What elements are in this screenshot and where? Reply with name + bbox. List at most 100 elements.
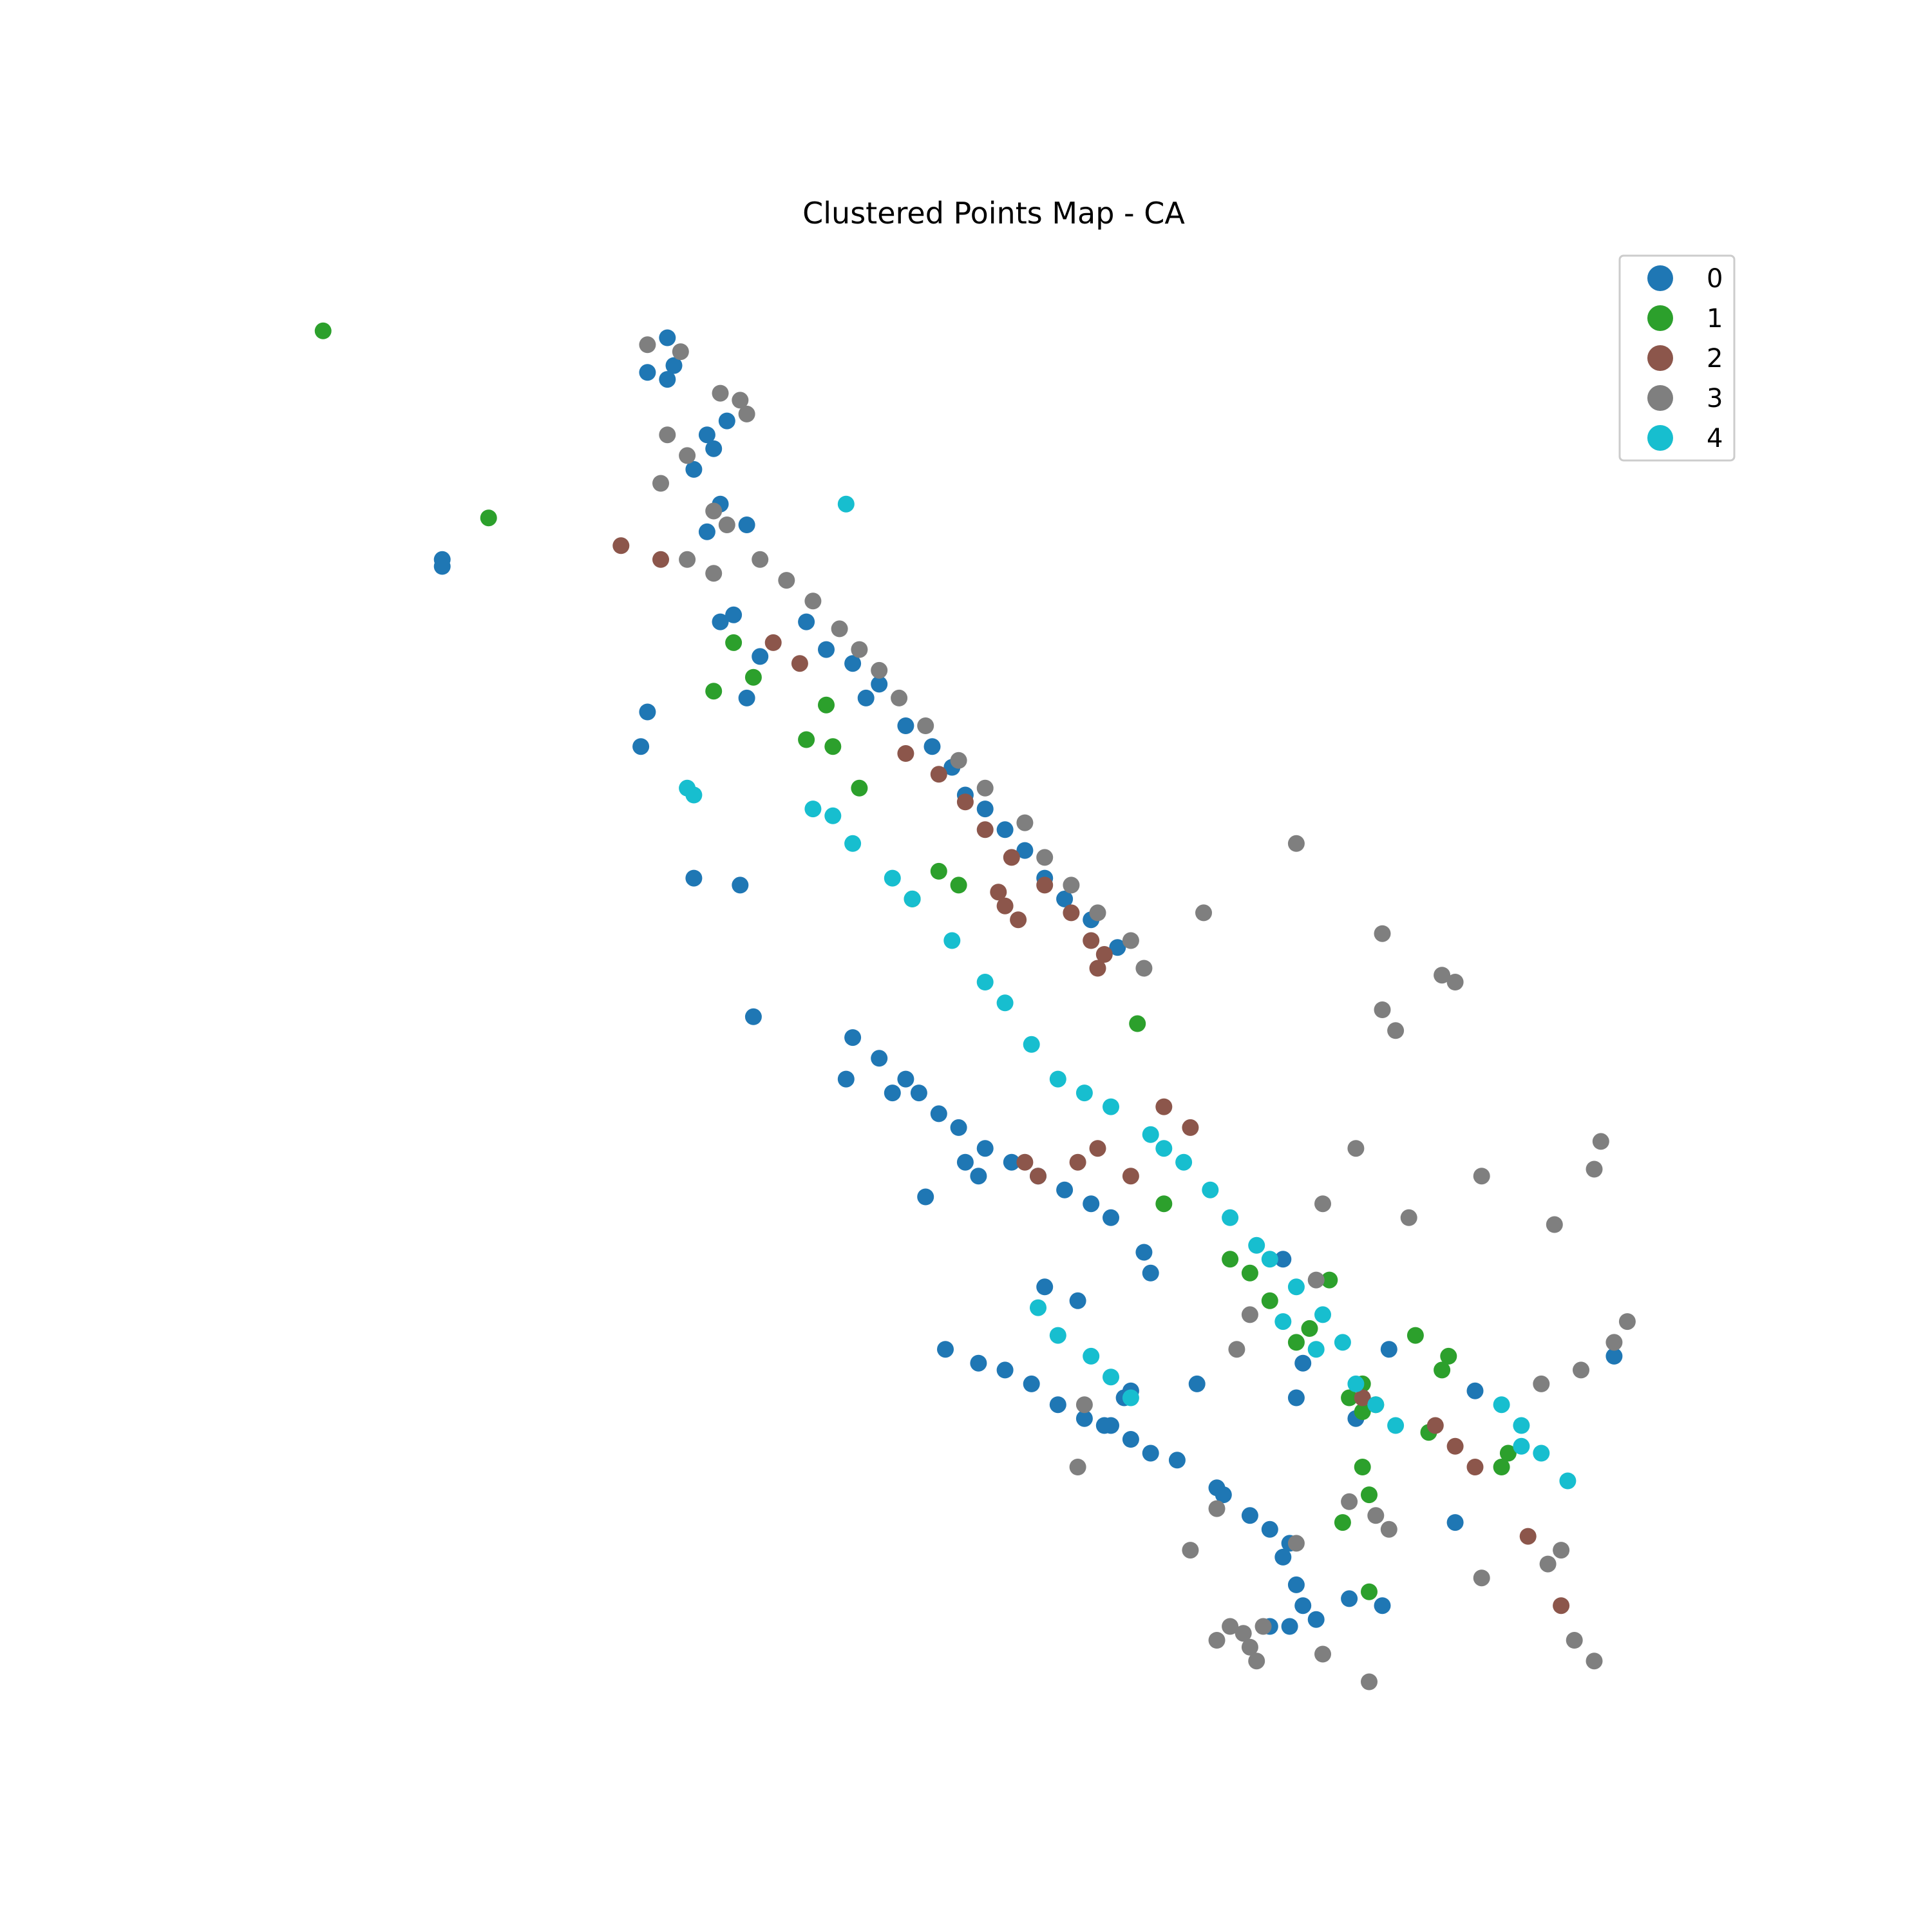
point-cluster-3-55: [1235, 1625, 1252, 1642]
point-cluster-0-68: [1241, 1507, 1258, 1524]
point-cluster-4-39: [1513, 1437, 1530, 1455]
point-cluster-0-62: [1142, 1444, 1159, 1462]
point-cluster-0-43: [884, 1084, 901, 1102]
legend-label-0: 0: [1707, 264, 1723, 294]
point-cluster-0-89: [970, 1168, 987, 1185]
point-cluster-3-33: [1374, 1001, 1391, 1018]
point-cluster-1-2: [725, 634, 743, 651]
point-cluster-2-23: [1122, 1168, 1139, 1185]
point-cluster-3-69: [1361, 1673, 1378, 1690]
point-cluster-1-20: [1434, 1361, 1451, 1379]
point-cluster-3-35: [1347, 1140, 1365, 1157]
point-cluster-3-36: [1314, 1195, 1331, 1213]
point-cluster-3-13: [778, 572, 795, 589]
point-cluster-3-64: [1573, 1361, 1589, 1379]
point-cluster-2-12: [1095, 946, 1113, 963]
point-cluster-3-62: [1586, 1653, 1603, 1670]
point-cluster-4-30: [1049, 1327, 1066, 1344]
point-cluster-0-10: [698, 523, 715, 540]
point-cluster-2-6: [956, 793, 974, 811]
point-cluster-0-93: [1069, 1292, 1086, 1309]
point-cluster-2-5: [930, 766, 947, 783]
point-cluster-3-11: [705, 565, 723, 582]
point-cluster-3-20: [950, 752, 967, 769]
point-cluster-4-9: [976, 974, 994, 990]
point-cluster-0-1: [665, 357, 683, 374]
point-cluster-1-29: [1499, 1444, 1517, 1462]
legend-entries: 0 1 2 3 4: [1647, 264, 1723, 453]
point-cluster-1-33: [1354, 1403, 1371, 1420]
legend-frame: [1618, 254, 1736, 462]
point-cluster-2-27: [1466, 1459, 1484, 1475]
point-cluster-3-31: [1434, 967, 1451, 984]
point-cluster-0-54: [937, 1341, 954, 1358]
point-cluster-3-1: [672, 343, 689, 361]
point-cluster-2-10: [1063, 904, 1080, 922]
point-cluster-3-23: [1036, 849, 1054, 866]
point-cluster-2-20: [1030, 1168, 1046, 1185]
point-cluster-3-3: [732, 392, 749, 409]
point-cluster-0-50: [1083, 1195, 1100, 1213]
point-cluster-0-46: [976, 1140, 994, 1157]
point-cluster-1-13: [1155, 1195, 1173, 1213]
point-cluster-4-22: [1287, 1278, 1305, 1296]
point-cluster-0-91: [917, 1188, 934, 1206]
legend-marker-1: [1647, 305, 1673, 331]
point-cluster-4-2: [685, 786, 703, 804]
point-cluster-1-26: [1334, 1514, 1351, 1531]
point-cluster-4-32: [1103, 1368, 1119, 1386]
point-cluster-4-36: [1347, 1375, 1365, 1392]
point-cluster-3-2: [712, 384, 729, 402]
point-cluster-3-58: [1473, 1569, 1490, 1587]
point-cluster-3-51: [1380, 1520, 1397, 1538]
point-cluster-0-71: [1287, 1576, 1305, 1593]
point-cluster-4-27: [1533, 1444, 1550, 1462]
point-cluster-3-25: [1089, 904, 1106, 922]
point-cluster-1-16: [1261, 1292, 1278, 1309]
point-cluster-4-3: [804, 800, 822, 818]
point-cluster-0-7: [685, 460, 703, 478]
point-cluster-2-0: [612, 537, 630, 554]
point-cluster-4-34: [1274, 1313, 1292, 1331]
point-cluster-1-19: [1440, 1347, 1457, 1365]
point-cluster-0-40: [897, 1070, 914, 1088]
point-cluster-3-5: [659, 426, 676, 444]
point-cluster-2-17: [1155, 1098, 1173, 1115]
point-cluster-3-15: [831, 620, 848, 638]
series-0: [433, 329, 1623, 1635]
point-cluster-1-24: [1354, 1459, 1371, 1475]
point-cluster-0-78: [1307, 1611, 1325, 1628]
point-cluster-0-23: [857, 689, 875, 706]
point-cluster-3-54: [1222, 1618, 1239, 1635]
point-cluster-1-5: [818, 696, 835, 714]
point-cluster-3-14: [804, 592, 822, 610]
series-1: [314, 322, 1517, 1600]
point-cluster-2-3: [791, 655, 808, 672]
point-cluster-0-15: [752, 648, 769, 665]
point-cluster-2-16: [1089, 960, 1106, 977]
point-cluster-3-61: [1566, 1632, 1583, 1649]
point-cluster-3-29: [1287, 835, 1305, 852]
point-cluster-0-55: [970, 1354, 987, 1372]
legend-entry-1: 1: [1647, 304, 1723, 334]
point-cluster-3-41: [1586, 1160, 1603, 1178]
point-cluster-1-7: [824, 738, 842, 755]
point-cluster-0-16: [798, 613, 815, 630]
point-cluster-3-18: [891, 689, 908, 706]
point-cluster-2-14: [996, 897, 1014, 914]
point-cluster-0-32: [1056, 890, 1074, 907]
point-cluster-3-57: [1314, 1645, 1331, 1663]
point-cluster-3-8: [705, 502, 723, 520]
point-cluster-2-9: [1036, 876, 1054, 894]
point-cluster-3-44: [1228, 1341, 1245, 1358]
point-cluster-0-82: [1274, 1251, 1292, 1268]
point-cluster-3-21: [976, 779, 994, 797]
point-cluster-3-32: [1446, 974, 1464, 990]
point-cluster-1-6: [798, 731, 815, 748]
point-cluster-1-18: [1406, 1327, 1424, 1344]
point-cluster-0-72: [1294, 1597, 1312, 1615]
point-cluster-4-14: [1103, 1098, 1119, 1115]
point-cluster-1-8: [851, 779, 868, 797]
point-cluster-4-33: [1122, 1389, 1139, 1406]
